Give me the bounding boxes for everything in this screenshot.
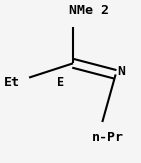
Text: n-Pr: n-Pr: [92, 132, 124, 144]
Text: E: E: [58, 76, 65, 89]
Text: NMe 2: NMe 2: [69, 4, 109, 17]
Text: N: N: [117, 65, 125, 78]
Text: Et: Et: [4, 76, 20, 89]
